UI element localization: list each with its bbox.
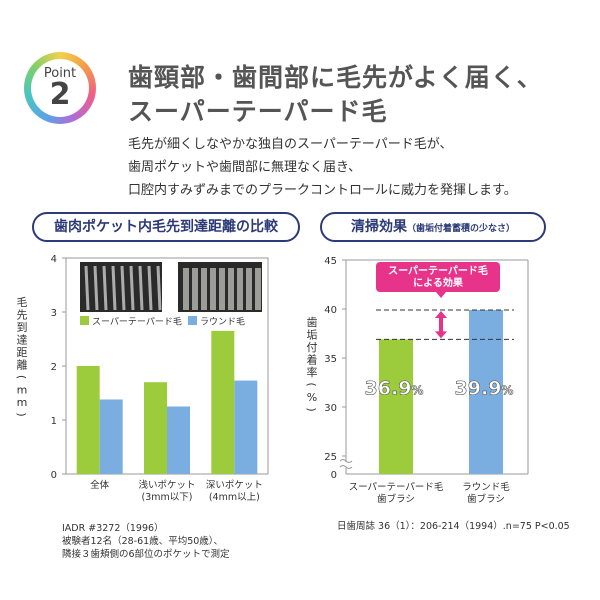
round-bristle-strand	[219, 268, 225, 310]
right-y-tick-label: 35	[324, 354, 337, 365]
right-y-axis-label-char: (	[305, 382, 318, 386]
description-line-1: 毛先が細くしなやかな独自のスーパーテーパード毛が、	[128, 137, 453, 152]
super-tapered-bristle-strand	[102, 265, 108, 311]
super-tapered-bristle-strand	[138, 265, 144, 311]
right-y-tick-label: 0	[331, 470, 337, 481]
right-chart-title: 清掃効果（歯垢付着蓄積の少なさ）	[320, 212, 546, 242]
round-bristle-strand	[183, 268, 189, 310]
left-y-axis-label-char: (	[15, 375, 28, 379]
right-x-tick-label: ラウンド毛	[462, 481, 510, 493]
left-x-tick-label: 深いポケット	[206, 480, 263, 491]
super-tapered-bristle-strand	[147, 265, 153, 311]
right-y-axis-label-char: %	[307, 391, 317, 404]
bar-value-label: 39.9%	[455, 377, 514, 399]
left-note-3: 隣接３歯頬側の6部位のポケットで測定	[62, 549, 230, 560]
left-y-axis-label-char: 離	[17, 358, 28, 372]
left-y-axis-label-char: 毛	[17, 296, 28, 309]
left-y-tick-label: 1	[51, 416, 57, 427]
round-bristle-strand	[210, 268, 216, 310]
right-y-axis-label-char: )	[305, 407, 318, 411]
right-y-axis-label-char: 歯	[307, 316, 318, 329]
left-legend-swatch-super	[80, 316, 89, 325]
round-bristle-strand	[192, 268, 198, 310]
difference-arrow-head-down	[435, 331, 447, 339]
right-chart-subtitle: （歯垢付着蓄積の少なさ）	[406, 224, 515, 234]
right-y-tick-label: 25	[324, 452, 337, 463]
super-tapered-bristle-strand	[156, 265, 162, 311]
left-y-axis-label-char: 距	[17, 346, 28, 359]
bar-super-tapered	[144, 382, 167, 474]
right-y-axis-label-char: 率	[307, 365, 318, 379]
super-tapered-bristle-strand	[84, 265, 90, 311]
right-chart-source: 日歯周誌 36（1）：206-214（1994）.n=75 P<0.05	[337, 521, 570, 532]
right-y-tick-label: 30	[324, 403, 337, 414]
effect-annotation-text: による効果	[413, 276, 464, 289]
description-line-3: 口腔内すみずみまでのプラークコントロールに威力を発揮します。	[128, 183, 517, 198]
left-legend-swatch-round	[188, 316, 197, 325]
bar-super-tapered	[211, 330, 235, 474]
point-badge-inner	[31, 59, 89, 117]
left-x-tick-label: 全体	[90, 479, 110, 491]
right-y-axis-label-char: 付	[307, 341, 318, 354]
right-axis-break-mark	[339, 459, 353, 463]
round-bristle-strand	[246, 268, 252, 310]
difference-arrow-head-up	[435, 310, 447, 318]
left-y-axis-label-char: 先	[17, 309, 28, 322]
round-bristle-strand	[237, 268, 243, 310]
round-bristle-strand	[228, 268, 234, 310]
left-note-2: 被験者12名（28-61歳、平均50歳）、	[62, 536, 224, 547]
left-y-tick-label: 0	[51, 470, 57, 481]
right-y-tick-label: 45	[324, 256, 337, 267]
super-tapered-bristle-strand	[129, 265, 135, 311]
left-legend-label-round: ラウンド毛	[200, 316, 245, 328]
effect-annotation-box	[376, 262, 500, 292]
bar-super-tapered	[76, 366, 100, 474]
effect-annotation-pointer	[436, 292, 446, 298]
round-bristle-strand	[201, 268, 207, 310]
right-x-tick-label: スーパーテーパード毛	[349, 481, 444, 493]
left-note-1: IADR #3272（1996）	[62, 523, 164, 534]
bar-value-label: 36.9%	[365, 377, 424, 399]
bar-round	[99, 399, 123, 474]
super-tapered-bristle-strand	[120, 265, 126, 311]
left-y-axis-label-char: m	[17, 384, 28, 397]
left-y-tick-label: 3	[51, 308, 57, 319]
left-y-tick-label: 4	[51, 254, 57, 265]
bar-round	[167, 406, 190, 474]
right-y-axis-label-char: 垢	[307, 329, 318, 342]
heading-line-1: 歯頸部・歯間部に毛先がよく届く、	[128, 63, 543, 92]
left-y-axis-label-char: 達	[17, 334, 28, 347]
left-x-tick-label: (3mm以下)	[142, 492, 193, 503]
left-x-tick-label: (4mm以上)	[209, 492, 260, 503]
right-x-tick-label: 歯ブラシ	[377, 493, 415, 505]
right-x-tick-label: 歯ブラシ	[467, 493, 505, 505]
bar-super-tapered-brush	[379, 339, 413, 474]
left-legend-label-super: スーパーテーパード毛	[92, 316, 182, 328]
right-y-tick-label: 40	[324, 305, 337, 316]
heading-line-2: スーパーテーパード毛	[128, 97, 388, 126]
left-x-tick-label: 浅いポケット	[138, 479, 195, 491]
round-bristle-strand	[255, 268, 261, 310]
right-axis-break-mark	[339, 465, 353, 469]
left-y-tick-label: 2	[51, 362, 57, 373]
description-line-2: 歯周ポケットや歯間部に無理なく届き、	[128, 160, 362, 175]
left-y-axis-label-char: )	[15, 412, 28, 416]
left-y-axis-label-char: m	[17, 396, 28, 409]
super-tapered-bristle-strand	[111, 265, 117, 311]
super-tapered-bristle-strand	[93, 265, 99, 311]
right-chart-title-text: 清掃効果	[350, 219, 407, 235]
point-badge-number: 2	[49, 77, 71, 112]
left-chart-title: 歯肉ポケット内毛先到達距離の比較	[32, 212, 300, 242]
difference-arrow-shaft	[439, 316, 443, 333]
left-y-axis-label-char: 到	[17, 321, 28, 334]
left-chart-title-text: 歯肉ポケット内毛先到達距離の比較	[54, 219, 278, 235]
effect-annotation-text: スーパーテーパード毛	[388, 264, 488, 277]
right-chart: 25303540450歯垢付着率(%)36.9%スーパーテーパード毛歯ブラシ39…	[305, 256, 529, 505]
point-badge-label: Point	[43, 66, 77, 81]
bar-round	[234, 380, 258, 474]
right-y-axis-label-char: 着	[307, 353, 318, 367]
bar-round-brush	[469, 309, 503, 474]
